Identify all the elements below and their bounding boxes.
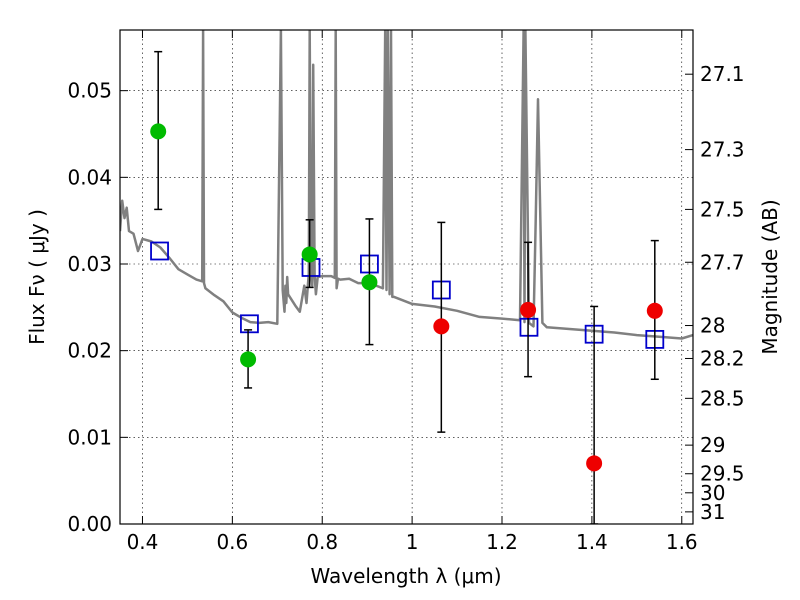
y-tick-label: 0.04 (67, 165, 112, 189)
model-point-square (150, 241, 169, 261)
x-tick-label: 0.8 (306, 530, 338, 554)
x-tick-label: 0.4 (127, 530, 159, 554)
y-right-tick-label: 31 (700, 500, 725, 524)
y-tick-label: 0.01 (67, 425, 112, 449)
y-right-tick-label: 28.2 (700, 346, 745, 370)
observed-data-point (240, 351, 257, 368)
y-tick-label: 0.02 (67, 339, 112, 363)
plot-area (120, 30, 693, 524)
observed-data-point (646, 302, 663, 319)
y-right-tick-label: 29.5 (700, 462, 745, 486)
y-right-tick-label: 28.5 (700, 386, 745, 410)
axes: 0.4 0.6 0.8 1 1.2 1.4 1.6 0.00 0.01 0.02 0.03 0.04 0… (67, 30, 745, 554)
x-tick-label: 0.6 (216, 530, 248, 554)
observed-data-point (586, 455, 603, 472)
y-tick-label: 0.05 (67, 79, 112, 103)
y-right-tick-label: 29 (700, 433, 725, 457)
y-axis-label: Flux Fν ( μJy ) (25, 209, 49, 345)
y-right-tick-label: 27.7 (700, 250, 745, 274)
y-right-tick-label: 28 (700, 314, 725, 338)
grid-layer (120, 30, 693, 525)
x-tick-label: 1 (406, 530, 419, 554)
model-spectrum-line (120, 30, 693, 340)
y-tick-label: 0.03 (67, 252, 112, 276)
x-tick-label: 1.6 (666, 530, 698, 554)
y-right-tick-label: 27.1 (700, 62, 745, 86)
y-right-tick-label: 27.3 (700, 138, 745, 162)
x-axis-label: Wavelength λ (μm) (310, 564, 501, 588)
plot-frame (119, 29, 694, 525)
observed-data-point (301, 246, 318, 263)
observed-data-point (150, 123, 167, 140)
model-point-square (519, 317, 539, 337)
observed-data-point (361, 274, 378, 291)
y-tick-label: 0.00 (67, 512, 112, 536)
y-right-tick-label: 27.5 (700, 197, 745, 221)
observed-data-point (520, 301, 537, 318)
y-right-tick-label: 30 (700, 481, 725, 505)
x-tick-label: 1.2 (486, 530, 518, 554)
x-tick-label: 1.4 (576, 530, 608, 554)
model-point-square (240, 314, 259, 334)
observed-data-point (433, 318, 450, 335)
y-axis-right-label: Magnitude (AB) (758, 199, 782, 354)
